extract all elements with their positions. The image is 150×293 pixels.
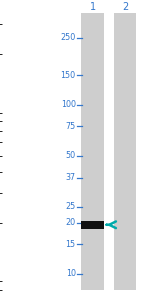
Text: 25: 25: [66, 202, 76, 211]
Text: 1: 1: [90, 2, 96, 12]
Bar: [114, 13, 136, 290]
Text: 250: 250: [60, 33, 76, 42]
Text: 20: 20: [66, 218, 76, 227]
Text: 37: 37: [66, 173, 76, 182]
Text: 15: 15: [66, 239, 76, 248]
Text: 10: 10: [66, 269, 76, 278]
Bar: [81, 221, 104, 229]
Text: 150: 150: [61, 71, 76, 80]
Text: 2: 2: [122, 2, 128, 12]
Text: 100: 100: [61, 100, 76, 110]
Text: 50: 50: [66, 151, 76, 160]
Text: 75: 75: [66, 122, 76, 131]
Bar: [81, 13, 104, 290]
